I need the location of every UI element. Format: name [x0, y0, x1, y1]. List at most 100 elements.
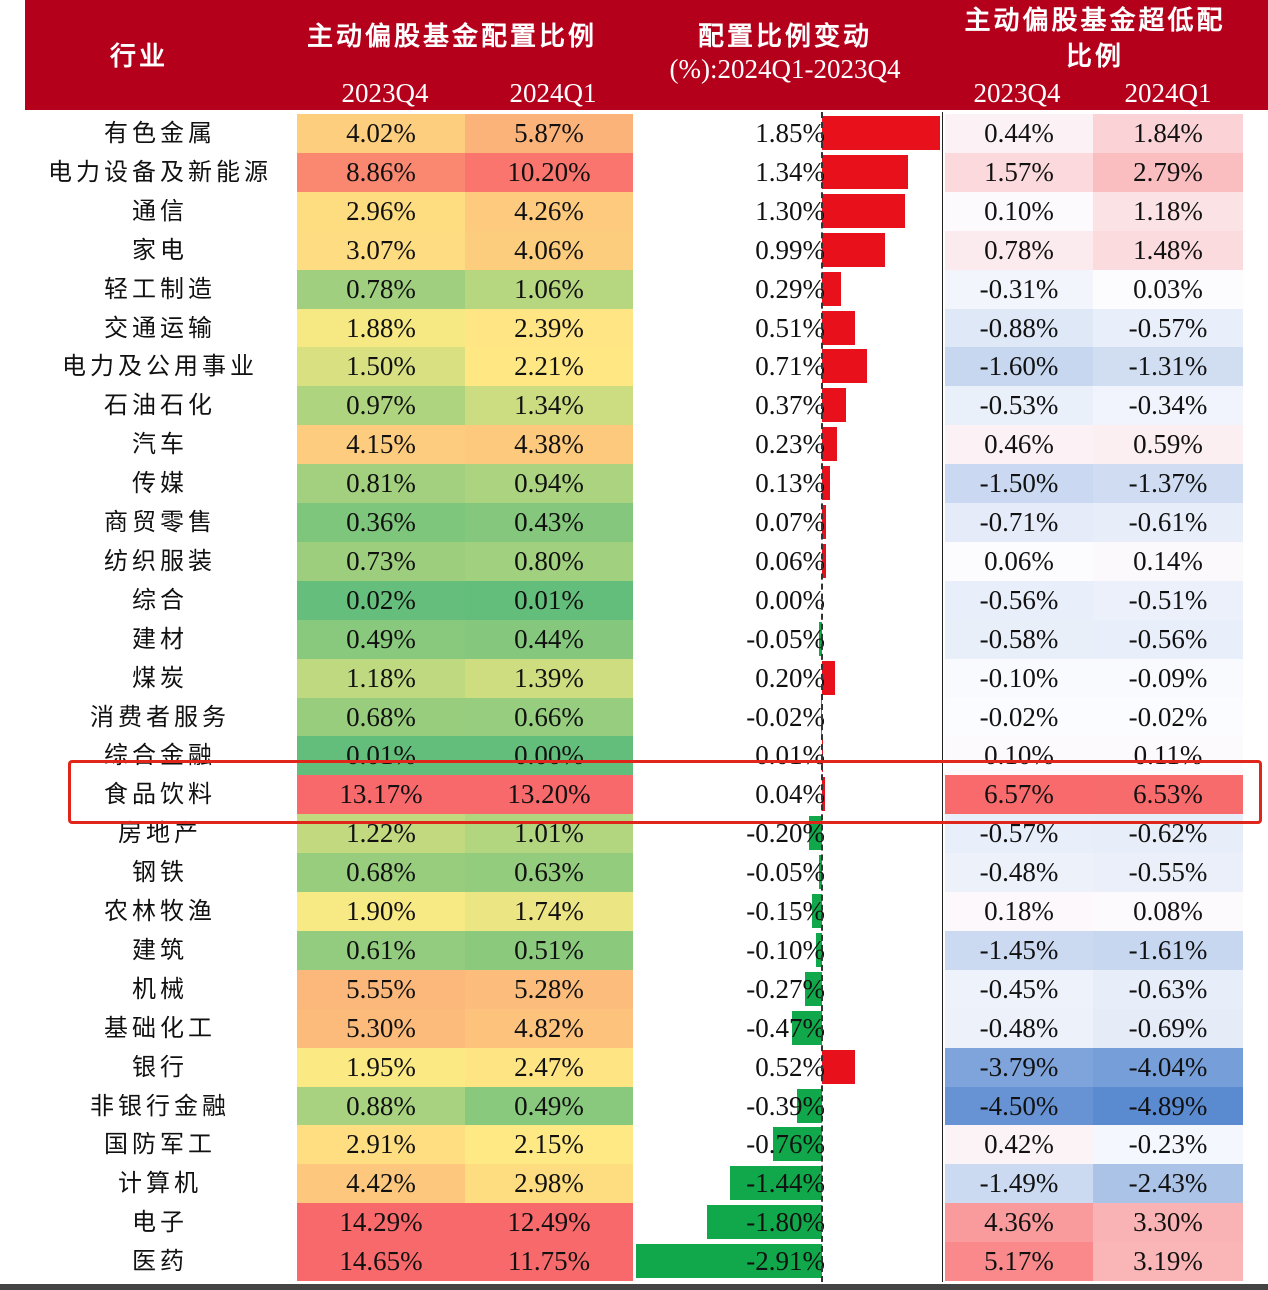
header-2024q1: 2024Q1: [509, 78, 597, 108]
industry-cell: 机械: [132, 974, 188, 1003]
alloc-2023q4-cell: 0.49%: [297, 619, 465, 659]
underweight-2024q1-cell: -0.51%: [1093, 580, 1243, 620]
underweight-2023q4-cell: -0.31%: [945, 269, 1093, 309]
table-row: 钢铁 0.68% 0.63% -0.05% -0.48% -0.55%: [0, 853, 1268, 893]
change-cell: 0.23%: [755, 429, 825, 460]
underweight-2024q1-cell: 6.53%: [1093, 775, 1243, 815]
header-change: 配置比例变动: [697, 22, 872, 52]
underweight-2024q1-cell: -0.55%: [1093, 853, 1243, 893]
negative-change-bar: [804, 971, 822, 1006]
change-axis: [821, 112, 823, 1282]
alloc-2023q4-cell: 0.81%: [297, 464, 465, 504]
table-row: 基础化工 5.30% 4.82% -0.47% -0.48% -0.69%: [0, 1008, 1268, 1048]
alloc-2024q1-cell: 2.47%: [465, 1047, 633, 1087]
alloc-2024q1-cell: 12.49%: [465, 1203, 633, 1243]
negative-change-bar: [729, 1166, 822, 1201]
table-header: 行业 主动偏股基金配置比例 2023Q4 2024Q1 配置比例变动 (%):2…: [25, 0, 1268, 110]
positive-change-bar: [822, 777, 825, 812]
table-row: 汽车 4.15% 4.38% 0.23% 0.46% 0.59%: [0, 425, 1268, 465]
industry-cell: 综合金融: [104, 741, 216, 770]
alloc-2024q1-cell: 0.66%: [465, 697, 633, 737]
industry-cell: 通信: [132, 196, 188, 225]
underweight-2023q4-cell: -0.10%: [945, 658, 1093, 698]
underweight-2023q4-cell: 0.44%: [945, 114, 1093, 153]
industry-cell: 综合: [132, 585, 188, 614]
change-cell: 0.13%: [755, 468, 825, 499]
underweight-2024q1-cell: -1.61%: [1093, 930, 1243, 970]
table-row: 纺织服装 0.73% 0.80% 0.06% 0.06% 0.14%: [0, 541, 1268, 581]
underweight-2023q4-cell: -1.60%: [945, 347, 1093, 387]
underweight-2024q1-cell: -0.69%: [1093, 1008, 1243, 1048]
underweight-2024q1-cell: -0.61%: [1093, 503, 1243, 542]
alloc-2024q1-cell: 5.28%: [465, 969, 633, 1009]
alloc-2024q1-cell: 0.80%: [465, 541, 633, 581]
industry-cell: 有色金属: [104, 119, 216, 147]
table-row: 食品饮料 13.17% 13.20% 0.04% 6.57% 6.53%: [0, 775, 1268, 815]
alloc-2023q4-cell: 0.36%: [297, 503, 465, 542]
underweight-2024q1-cell: -2.43%: [1093, 1164, 1243, 1204]
alloc-2023q4-cell: 0.88%: [297, 1086, 465, 1126]
alloc-2023q4-cell: 13.17%: [297, 775, 465, 815]
change-cell: 0.07%: [755, 507, 825, 537]
alloc-2023q4-cell: 1.50%: [297, 347, 465, 387]
industry-cell: 家电: [132, 235, 188, 264]
industry-cell: 交通运输: [104, 313, 216, 342]
industry-cell: 石油石化: [104, 391, 216, 420]
alloc-2024q1-cell: 1.39%: [465, 658, 633, 698]
alloc-2024q1-cell: 0.51%: [465, 930, 633, 970]
change-cell: -0.10%: [746, 934, 825, 965]
change-cell: 0.99%: [755, 234, 825, 265]
table-row: 轻工制造 0.78% 1.06% 0.29% -0.31% 0.03%: [0, 269, 1268, 309]
underweight-2024q1-cell: -0.57%: [1093, 308, 1243, 348]
industry-cell: 煤炭: [132, 663, 188, 692]
underweight-2024q1-cell: -4.89%: [1093, 1086, 1243, 1126]
underweight-2023q4-cell: -0.48%: [945, 853, 1093, 893]
header-2023q4: 2023Q4: [341, 78, 429, 108]
alloc-2023q4-cell: 0.68%: [297, 853, 465, 893]
alloc-2023q4-cell: 1.95%: [297, 1047, 465, 1087]
positive-change-bar: [822, 543, 826, 578]
underweight-2023q4-cell: -1.45%: [945, 930, 1093, 970]
underweight-2024q1-cell: 1.18%: [1093, 191, 1243, 231]
underweight-2024q1-cell: 1.84%: [1093, 114, 1243, 153]
change-cell: -0.76%: [746, 1129, 825, 1160]
alloc-2023q4-cell: 2.91%: [297, 1125, 465, 1165]
alloc-2024q1-cell: 0.00%: [465, 736, 633, 776]
industry-cell: 轻工制造: [104, 274, 216, 303]
table-row: 建筑 0.61% 0.51% -0.10% -1.45% -1.61%: [0, 930, 1268, 970]
alloc-2024q1-cell: 0.43%: [465, 503, 633, 542]
alloc-2023q4-cell: 0.68%: [297, 697, 465, 737]
header-allocation: 主动偏股基金配置比例: [307, 22, 598, 52]
alloc-2023q4-cell: 5.55%: [297, 969, 465, 1009]
underweight-2024q1-cell: -4.04%: [1093, 1047, 1243, 1087]
change-cell: 1.85%: [755, 118, 825, 148]
alloc-2024q1-cell: 1.01%: [465, 814, 633, 854]
industry-cell: 传媒: [132, 469, 188, 498]
table-row: 传媒 0.81% 0.94% 0.13% -1.50% -1.37%: [0, 464, 1268, 504]
underweight-2024q1-cell: -1.31%: [1093, 347, 1243, 387]
alloc-2023q4-cell: 4.42%: [297, 1164, 465, 1204]
table-row: 农林牧渔 1.90% 1.74% -0.15% 0.18% 0.08%: [0, 892, 1268, 931]
alloc-2024q1-cell: 0.01%: [465, 580, 633, 620]
change-cell: 0.01%: [755, 740, 825, 771]
industry-cell: 计算机: [118, 1169, 202, 1198]
underweight-2023q4-cell: 0.42%: [945, 1125, 1093, 1165]
alloc-2023q4-cell: 2.96%: [297, 191, 465, 231]
table-row: 综合 0.02% 0.01% 0.00% -0.56% -0.51%: [0, 580, 1268, 620]
underweight-2023q4-cell: -1.50%: [945, 464, 1093, 504]
alloc-2023q4-cell: 5.30%: [297, 1008, 465, 1048]
underweight-2024q1-cell: -1.37%: [1093, 464, 1243, 504]
change-cell: -1.44%: [746, 1168, 825, 1199]
alloc-2024q1-cell: 4.06%: [465, 230, 633, 270]
positive-change-bar: [822, 193, 906, 228]
underweight-2023q4-cell: 0.10%: [945, 191, 1093, 231]
positive-change-bar: [822, 388, 846, 423]
underweight-2024q1-cell: 0.59%: [1093, 425, 1243, 465]
change-cell: 0.20%: [755, 662, 825, 693]
column-divider: [942, 112, 943, 1282]
alloc-2023q4-cell: 14.29%: [297, 1203, 465, 1243]
underweight-2024q1-cell: -0.23%: [1093, 1125, 1243, 1165]
alloc-2023q4-cell: 4.02%: [297, 114, 465, 153]
industry-cell: 基础化工: [104, 1013, 216, 1042]
change-cell: 0.51%: [755, 312, 825, 343]
